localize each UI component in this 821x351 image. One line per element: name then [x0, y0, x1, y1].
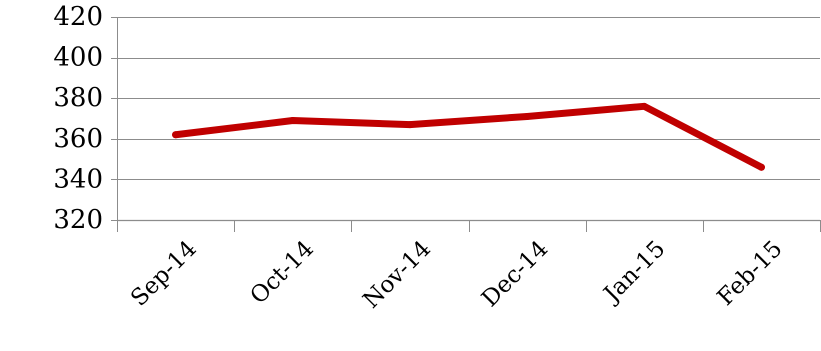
- y-tick-label: 380: [53, 83, 103, 113]
- series-group: [172, 102, 765, 171]
- x-tick-label: Dec-14: [477, 236, 553, 312]
- x-tick-label: Feb-15: [713, 236, 788, 311]
- data-point: [640, 102, 648, 110]
- x-tick-label: Nov-14: [358, 236, 436, 314]
- gridlines: [111, 17, 820, 221]
- y-axis-tick-labels: 420 400 380 360 340 320: [53, 2, 103, 235]
- y-tick-label: 320: [53, 205, 103, 235]
- data-point: [757, 163, 765, 171]
- data-point: [289, 117, 297, 125]
- y-tick-label: 360: [53, 124, 103, 154]
- series-line: [172, 102, 765, 171]
- x-tick-label: Oct-14: [245, 236, 319, 310]
- data-point: [172, 131, 180, 139]
- x-tick-label: Sep-14: [126, 236, 202, 312]
- y-tick-label: 420: [53, 2, 103, 32]
- x-tick-label: Jan-15: [598, 236, 671, 309]
- x-axis-tick-labels: Sep-14 Oct-14 Nov-14 Dec-14 Jan-15 Feb-15: [126, 236, 788, 314]
- data-point: [406, 121, 414, 129]
- y-tick-label: 340: [53, 164, 103, 194]
- data-point: [523, 112, 531, 120]
- y-tick-label: 400: [53, 43, 103, 73]
- x-axis: [117, 17, 821, 232]
